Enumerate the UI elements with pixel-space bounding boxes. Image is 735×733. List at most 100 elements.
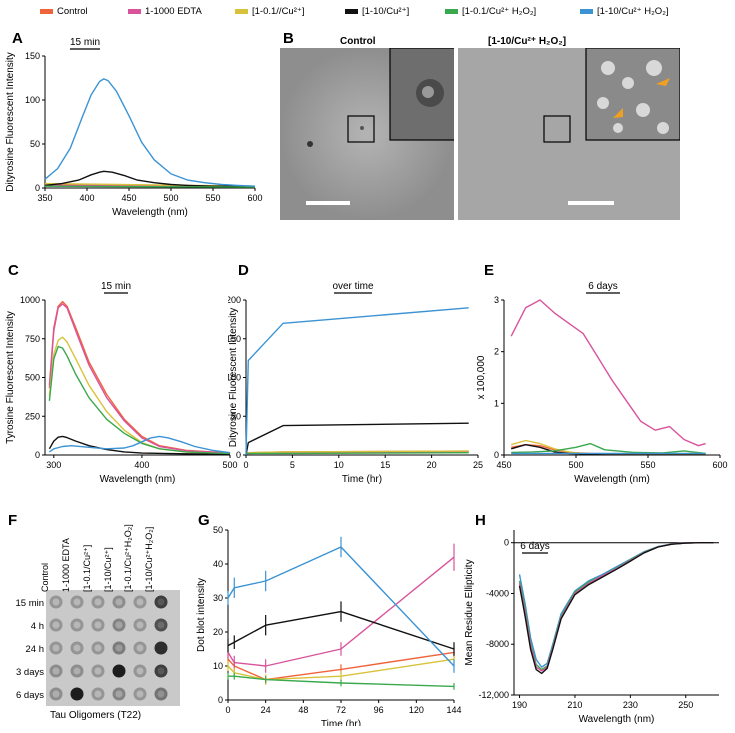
x-tick-label: 15 [380, 460, 390, 470]
dot-blot-column-labels: Control 1-1000 EDTA [1-0.1/Cu²⁺] [1-10/C… [8, 514, 188, 594]
x-tick-label: 24 [261, 705, 271, 715]
y-tick-label: -12,000 [478, 690, 509, 700]
x-tick-label: 400 [134, 460, 149, 470]
chart-title: over time [332, 281, 374, 292]
x-tick-label: 550 [640, 460, 655, 470]
series-line [48, 345, 231, 455]
micrograph-control-image [280, 48, 454, 220]
panel-label-f: F [8, 512, 18, 529]
micrograph-title-control: Control [340, 36, 376, 47]
x-tick-label: 450 [121, 193, 136, 203]
micrograph-cu10-h2o2-image [458, 48, 680, 220]
y-tick-label: 0 [35, 450, 40, 460]
series-line [44, 170, 255, 187]
blot-dot-center [52, 667, 60, 675]
arrow-icon [613, 108, 623, 118]
y-tick-label: 100 [25, 95, 40, 105]
series-line [48, 303, 231, 454]
y-tick-label: 3 [494, 295, 499, 305]
legend-item-cu10-h2o2: [1-10/Cu²⁺ H₂O₂] [580, 6, 669, 17]
legend-item-control: Control [40, 6, 88, 17]
y-axis-label: Mean Residue Ellipticity [464, 559, 475, 665]
x-tick-label: 350 [37, 193, 52, 203]
x-tick-label: 550 [205, 193, 220, 203]
panel-label-c: C [8, 262, 19, 279]
y-axis-label: Dityrosine Fluorescent Intensity [228, 308, 239, 448]
dot-blot-row-label: 3 days [16, 667, 44, 678]
blot-dot-center [94, 598, 102, 606]
blot-dot-center [52, 621, 60, 629]
chart-g: 0 24 48 72 96 120 144 0 10 20 30 40 50 Time (hr) Dot b… [196, 525, 462, 726]
series-line [44, 78, 256, 187]
series-line [510, 299, 706, 447]
x-axis-label: Time (hr) [321, 719, 361, 726]
series-line [511, 442, 706, 455]
y-tick-label: 500 [25, 373, 40, 383]
dot-blot-row-label: 24 h [25, 644, 45, 655]
blot-dot-center [73, 644, 81, 652]
y-tick-label: 40 [213, 559, 223, 569]
x-tick-label: 500 [568, 460, 583, 470]
y-tick-label: 0 [236, 450, 241, 460]
blot-dot-center [157, 690, 165, 698]
series-line [518, 542, 714, 671]
dot-blot-column-label: [1-10/Cu²⁺H₂O₂] [144, 526, 154, 592]
panel-label-h: H [475, 512, 486, 529]
legend-swatch [445, 9, 458, 14]
x-tick-label: 230 [623, 700, 638, 710]
y-tick-label: 50 [231, 411, 241, 421]
x-tick-label: 500 [222, 460, 237, 470]
x-tick-label: 250 [678, 700, 693, 710]
y-tick-label: 200 [228, 295, 241, 305]
series-line [44, 185, 256, 188]
legend-item-cu10: [1-10/Cu²⁺] [345, 6, 409, 17]
dot-blot-row-label: 15 min [15, 598, 44, 609]
legend-swatch [345, 9, 358, 14]
blot-dot-center [94, 690, 102, 698]
blot-dot-center [52, 690, 60, 698]
x-tick-label: 0 [243, 460, 248, 470]
y-tick-label: 150 [25, 51, 40, 61]
x-axis-label: Wavelength (nm) [100, 474, 176, 485]
x-tick-label: 400 [79, 193, 94, 203]
chart-d: 0 5 10 15 20 25 0 50 100 150 200 Time (hr) Dityrosin… [228, 281, 483, 485]
panel-label-a: A [12, 30, 23, 47]
x-axis-label: Time (hr) [342, 474, 382, 485]
y-axis-label: Dot blot intensity [196, 578, 207, 652]
series-line [518, 542, 714, 668]
chart-title: 6 days [588, 281, 617, 292]
legend-item-cu01: [1-0.1//Cu²⁺] [235, 6, 305, 17]
x-tick-label: 5 [290, 460, 295, 470]
dot-blot-column-label: [1-10/Cu²⁺] [103, 547, 113, 592]
y-tick-label: 0 [218, 695, 223, 705]
blot-dot [154, 641, 168, 655]
y-tick-label: 1 [494, 398, 499, 408]
chart-title: 6 days [520, 541, 549, 552]
blot-dot-center [157, 598, 165, 606]
blot-dot [70, 687, 84, 701]
blot-dot-center [52, 644, 60, 652]
blot-dot-center [136, 667, 144, 675]
micrograph-cu10-h2o2 [458, 48, 680, 220]
blot-dot-center [94, 667, 102, 675]
legend-label: 1-1000 EDTA [145, 6, 202, 17]
chart-a: 350 400 450 500 550 600 0 50 100 150 Wavelength (n… [5, 38, 263, 218]
legend-label: [1-0.1/Cu²⁺ H₂O₂] [462, 6, 537, 17]
y-tick-label: 20 [213, 627, 223, 637]
blot-dot-center [115, 621, 123, 629]
blot-dot-center [115, 644, 123, 652]
dot-blot-column-label: [1-0.1/Cu²⁺] [82, 544, 92, 592]
y-tick-label: 10 [213, 661, 223, 671]
x-tick-label: 20 [427, 460, 437, 470]
dot-blot-row-label: 4 h [30, 621, 44, 632]
legend-label: [1-10/Cu²⁺ H₂O₂] [597, 6, 669, 17]
y-tick-label: 1000 [20, 295, 40, 305]
micrograph-title-cu10-h2o2: [1-10/Cu²⁺ H₂O₂] [488, 36, 567, 47]
panel-label-b: B [283, 30, 294, 47]
x-tick-label: 300 [46, 460, 61, 470]
y-tick-label: 750 [25, 334, 40, 344]
x-axis-label: Wavelength (nm) [579, 714, 655, 725]
y-tick-label: 0 [35, 183, 40, 193]
